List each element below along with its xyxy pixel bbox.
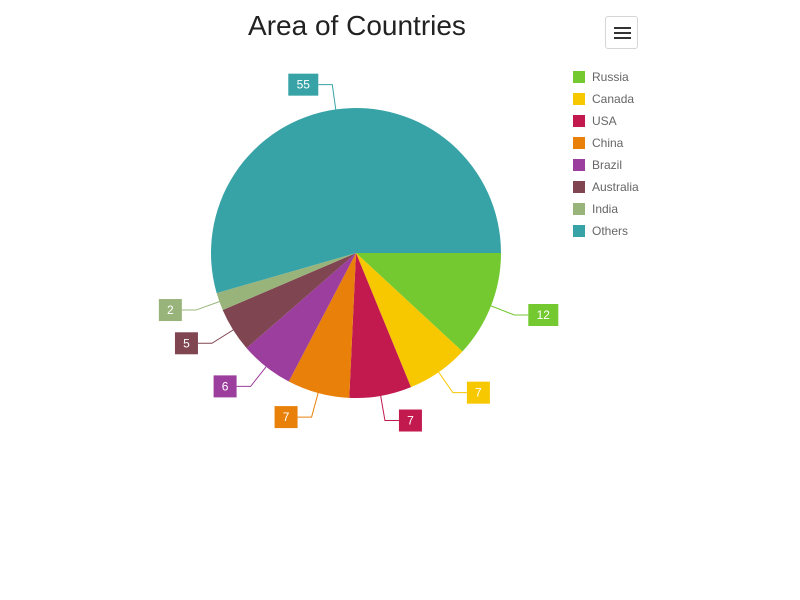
data-label-india: 2 bbox=[167, 303, 174, 317]
legend-label: Others bbox=[592, 224, 629, 238]
data-label-box-russia bbox=[528, 303, 559, 326]
legend-item-canada[interactable]: Canada bbox=[573, 88, 639, 110]
pie-slice-china[interactable] bbox=[288, 253, 356, 398]
data-label-box-usa bbox=[398, 409, 422, 432]
legend-label: China bbox=[592, 136, 624, 150]
pie-slice-india[interactable] bbox=[216, 253, 356, 311]
legend-swatch bbox=[573, 159, 585, 171]
legend-item-usa[interactable]: USA bbox=[573, 110, 639, 132]
label-connector-russia bbox=[490, 305, 529, 316]
legend-item-australia[interactable]: Australia bbox=[573, 176, 639, 198]
data-label-box-australia bbox=[174, 332, 198, 355]
data-label-box-china bbox=[274, 406, 298, 429]
data-label-others: 55 bbox=[297, 78, 311, 92]
legend-swatch bbox=[573, 181, 585, 193]
pie-slice-australia[interactable] bbox=[222, 253, 356, 349]
legend-item-brazil[interactable]: Brazil bbox=[573, 154, 639, 176]
legend-swatch bbox=[573, 71, 585, 83]
data-label-china: 7 bbox=[283, 410, 290, 424]
legend-item-russia[interactable]: Russia bbox=[573, 66, 639, 88]
pie-slice-canada[interactable] bbox=[356, 253, 463, 388]
legend-item-india[interactable]: India bbox=[573, 198, 639, 220]
label-connector-china bbox=[297, 392, 319, 418]
chart-legend: Russia Canada USA China Brazil Australia India… bbox=[573, 66, 639, 242]
data-label-box-canada bbox=[466, 381, 490, 404]
legend-label: Canada bbox=[592, 92, 635, 106]
legend-label: USA bbox=[592, 114, 617, 128]
pie-slice-brazil[interactable] bbox=[246, 253, 356, 382]
hamburger-menu-icon bbox=[614, 27, 631, 29]
pie-slice-others[interactable] bbox=[210, 107, 501, 294]
label-connector-australia bbox=[197, 329, 234, 344]
legend-swatch bbox=[573, 115, 585, 127]
data-label-box-others bbox=[288, 73, 319, 96]
data-label-usa: 7 bbox=[407, 414, 414, 428]
label-connector-india bbox=[181, 301, 220, 311]
chart-menu-button[interactable] bbox=[605, 16, 638, 49]
legend-swatch bbox=[573, 203, 585, 215]
data-label-canada: 7 bbox=[475, 386, 482, 400]
data-label-box-brazil bbox=[213, 375, 237, 398]
legend-item-china[interactable]: China bbox=[573, 132, 639, 154]
legend-item-others[interactable]: Others bbox=[573, 220, 639, 242]
pie-slice-usa[interactable] bbox=[349, 253, 411, 398]
hamburger-menu-icon-bar bbox=[614, 32, 631, 34]
legend-swatch bbox=[573, 93, 585, 105]
chart-title: Area of Countries bbox=[248, 10, 466, 41]
label-connector-brazil bbox=[236, 366, 267, 387]
pie-slice-russia[interactable] bbox=[356, 253, 501, 352]
legend-swatch bbox=[573, 137, 585, 149]
legend-swatch bbox=[573, 225, 585, 237]
legend-label: Brazil bbox=[592, 158, 623, 172]
legend-label: Australia bbox=[592, 180, 639, 194]
data-label-australia: 5 bbox=[183, 336, 190, 350]
label-connector-canada bbox=[438, 371, 467, 394]
data-label-brazil: 6 bbox=[222, 379, 229, 393]
label-connector-usa bbox=[380, 395, 399, 422]
legend-label: India bbox=[592, 202, 619, 216]
hamburger-menu-icon-bar bbox=[614, 37, 631, 39]
data-label-russia: 12 bbox=[537, 308, 551, 322]
legend-label: Russia bbox=[592, 70, 629, 84]
label-connector-others bbox=[318, 84, 337, 110]
data-label-box-india bbox=[158, 299, 182, 322]
